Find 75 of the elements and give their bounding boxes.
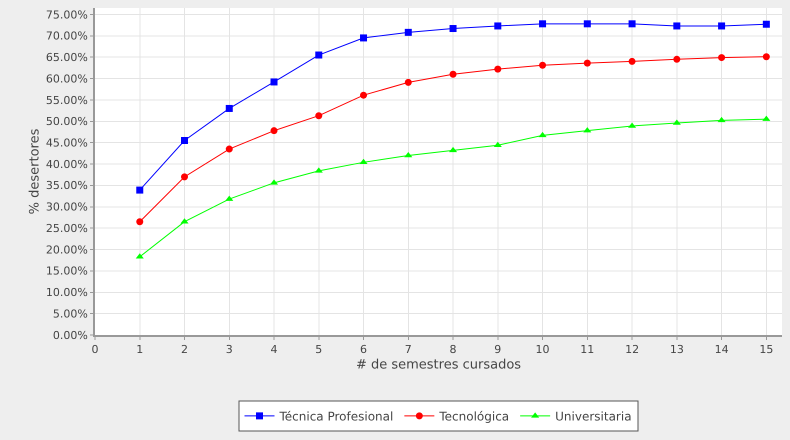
y-tick-label: 35.00% [46,179,88,192]
point [136,253,144,259]
point [718,116,726,122]
point [628,58,636,65]
point [360,34,368,42]
x-tick-label: 7 [404,343,412,356]
x-tick-label: 5 [315,343,322,356]
y-tick-label: 30.00% [46,200,88,214]
y-tick-label: 55.00% [46,94,88,107]
y-tick-label: 40.00% [46,158,88,171]
point [136,218,144,226]
x-tick-label: 15 [759,343,774,356]
point [226,146,233,153]
y-tick-label: 0.00% [52,328,88,342]
x-tick-label: 4 [270,343,278,356]
y-tick-label: 5.00% [52,307,88,320]
point [538,132,547,138]
point [718,54,726,62]
point [584,20,591,28]
x-tick-label: 6 [360,343,368,356]
y-tick-label: 20.00% [46,243,88,256]
x-tick-label: 2 [181,343,188,356]
x-tick-label: 0 [92,343,98,356]
point [270,78,278,86]
y-axis-title: % desertores [27,128,42,214]
x-tick-label: 1 [136,343,144,356]
point [673,56,680,63]
y-tick-label: 10.00% [46,286,88,300]
point [539,62,546,69]
point [628,122,636,128]
point [226,104,233,112]
point [628,20,636,28]
point [494,66,502,73]
x-tick-label: 13 [670,343,684,356]
point [270,127,278,134]
point [762,53,770,60]
point [404,152,412,158]
x-tick-label: 9 [494,343,502,356]
point [315,52,322,59]
point [360,92,368,99]
point [314,167,323,173]
point [449,146,458,152]
x-tick-label: 10 [536,343,550,356]
point [181,137,188,144]
point [672,119,681,125]
point [673,22,680,30]
x-tick-label: 3 [226,343,233,356]
y-tick-label: 45.00% [46,136,88,150]
y-tick-label: 65.00% [46,51,88,64]
y-tick-label: 60.00% [46,72,88,86]
point [584,60,591,67]
y-tick-label: 15.00% [46,264,88,278]
y-tick-label: 70.00% [46,30,88,43]
legend-label: Universitaria [555,410,632,424]
legend-label: Tecnológica [438,410,510,424]
point [136,186,144,194]
point [404,28,412,36]
point [315,112,322,120]
point [404,78,412,86]
point [181,173,188,180]
point [762,20,770,28]
y-tick-label: 50.00% [46,115,88,128]
x-tick-label: 11 [580,343,594,356]
x-axis-title: # de semestres cursados [356,357,522,372]
legend-label: Técnica Profesional [278,410,394,424]
point [450,25,457,32]
point [450,70,457,78]
point [494,22,502,30]
y-tick-label: 25.00% [46,222,88,235]
point [718,22,726,30]
x-tick-label: 12 [625,343,640,356]
point [539,20,546,28]
y-tick-label: 75.00% [46,8,88,22]
x-tick-label: 8 [450,343,457,356]
x-tick-label: 14 [714,343,729,356]
